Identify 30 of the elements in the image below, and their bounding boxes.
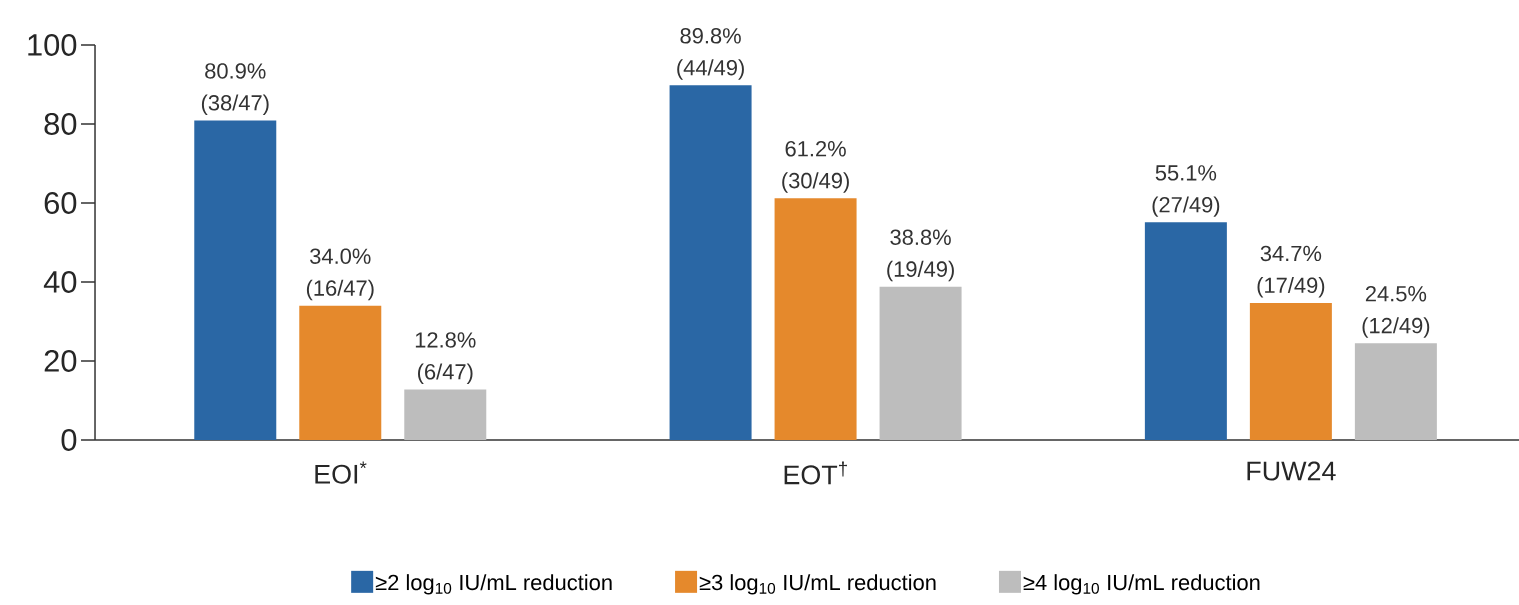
bar [879, 286, 962, 440]
bar [669, 85, 752, 440]
bar [1354, 343, 1437, 440]
data-label: 80.9% (38/47) [201, 63, 269, 115]
x-tick-label: EOI$^{*}$ [315, 461, 367, 484]
bar [404, 389, 487, 440]
legend-label: ≥3 log$_{10}$ IU/mL reduction [699, 574, 936, 595]
y-tick-label: 100 [28, 34, 77, 56]
data-label: 38.8% (19/49) [887, 229, 954, 282]
data-label: 34.7% (17/49) [1257, 245, 1325, 298]
legend-label: ≥2 log$_{10}$ IU/mL reduction [375, 574, 612, 595]
data-label: 89.8% (44/49) [677, 28, 744, 80]
y-tick-label: 80 [44, 113, 77, 135]
y-tick-label: 60 [44, 192, 77, 214]
data-label: 12.8% (6/47) [415, 332, 476, 384]
y-tick-label: 20 [44, 350, 77, 372]
bar [1144, 222, 1227, 440]
legend-label: ≥4 log$_{10}$ IU/mL reduction [1023, 574, 1260, 595]
x-tick-label: FUW24 [1247, 461, 1336, 481]
data-label: 24.5% (12/49) [1362, 285, 1430, 338]
data-label: 55.1% (27/49) [1152, 165, 1220, 217]
bar [774, 198, 857, 440]
bar [1249, 302, 1332, 440]
data-label: 61.2% (30/49) [782, 140, 849, 193]
bar [299, 305, 382, 440]
data-label: 34.0% (16/47) [306, 248, 374, 301]
y-tick-label: 40 [43, 271, 77, 293]
bar [194, 120, 277, 440]
x-tick-label: EOT$^{†}$ [784, 461, 847, 485]
y-tick-label: 0 [61, 429, 77, 451]
